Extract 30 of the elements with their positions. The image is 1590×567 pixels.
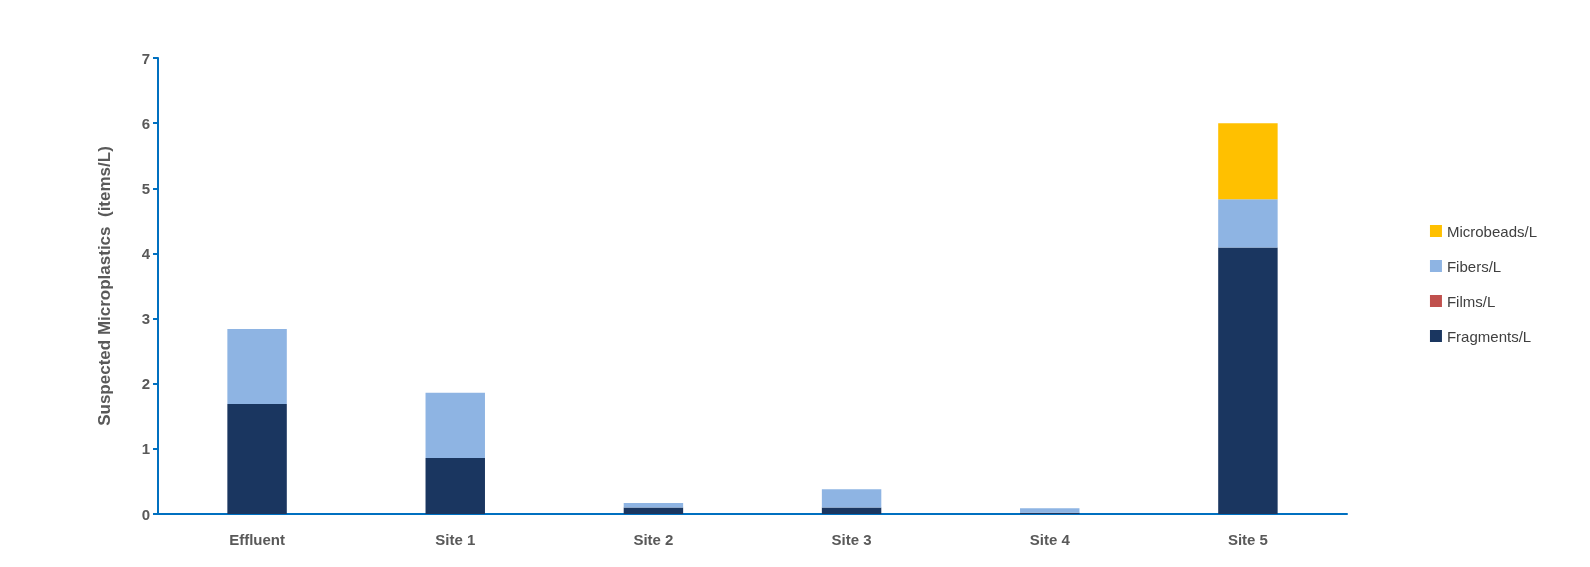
legend-label: Films/L xyxy=(1446,292,1496,310)
x-tick-label: Site 5 xyxy=(1227,531,1268,548)
y-axis-title: Suspected Microplastics (items/L) xyxy=(95,146,114,426)
bar xyxy=(425,392,485,458)
y-tick-label: 0 xyxy=(141,505,150,523)
legend-label: Fragments/L xyxy=(1446,327,1532,345)
bar xyxy=(425,457,485,514)
y-tick-label: 6 xyxy=(141,114,150,132)
bar xyxy=(227,328,287,404)
y-tick-label: 4 xyxy=(141,244,151,262)
bar xyxy=(1218,123,1278,200)
x-tick-label: Site 1 xyxy=(435,531,476,548)
y-tick-label: 3 xyxy=(141,310,150,328)
bar xyxy=(227,403,287,514)
bar xyxy=(1218,247,1278,514)
bar xyxy=(821,507,882,514)
bar xyxy=(1020,508,1080,513)
x-tick-label: Site 4 xyxy=(1029,531,1071,548)
x-tick-label: Site 3 xyxy=(831,531,872,548)
y-tick-label: 2 xyxy=(141,375,150,393)
x-tick-label: Effluent xyxy=(229,531,285,548)
x-tick-label: Site 2 xyxy=(633,531,674,548)
y-tick-label: 5 xyxy=(141,179,150,197)
y-tick-label: 7 xyxy=(141,49,150,67)
bar xyxy=(1218,199,1278,248)
bar xyxy=(623,507,684,514)
legend-label: Microbeads/L xyxy=(1446,222,1537,240)
y-tick-label: 1 xyxy=(141,440,150,458)
legend-label: Fibers/L xyxy=(1446,257,1502,275)
bar xyxy=(821,489,882,508)
